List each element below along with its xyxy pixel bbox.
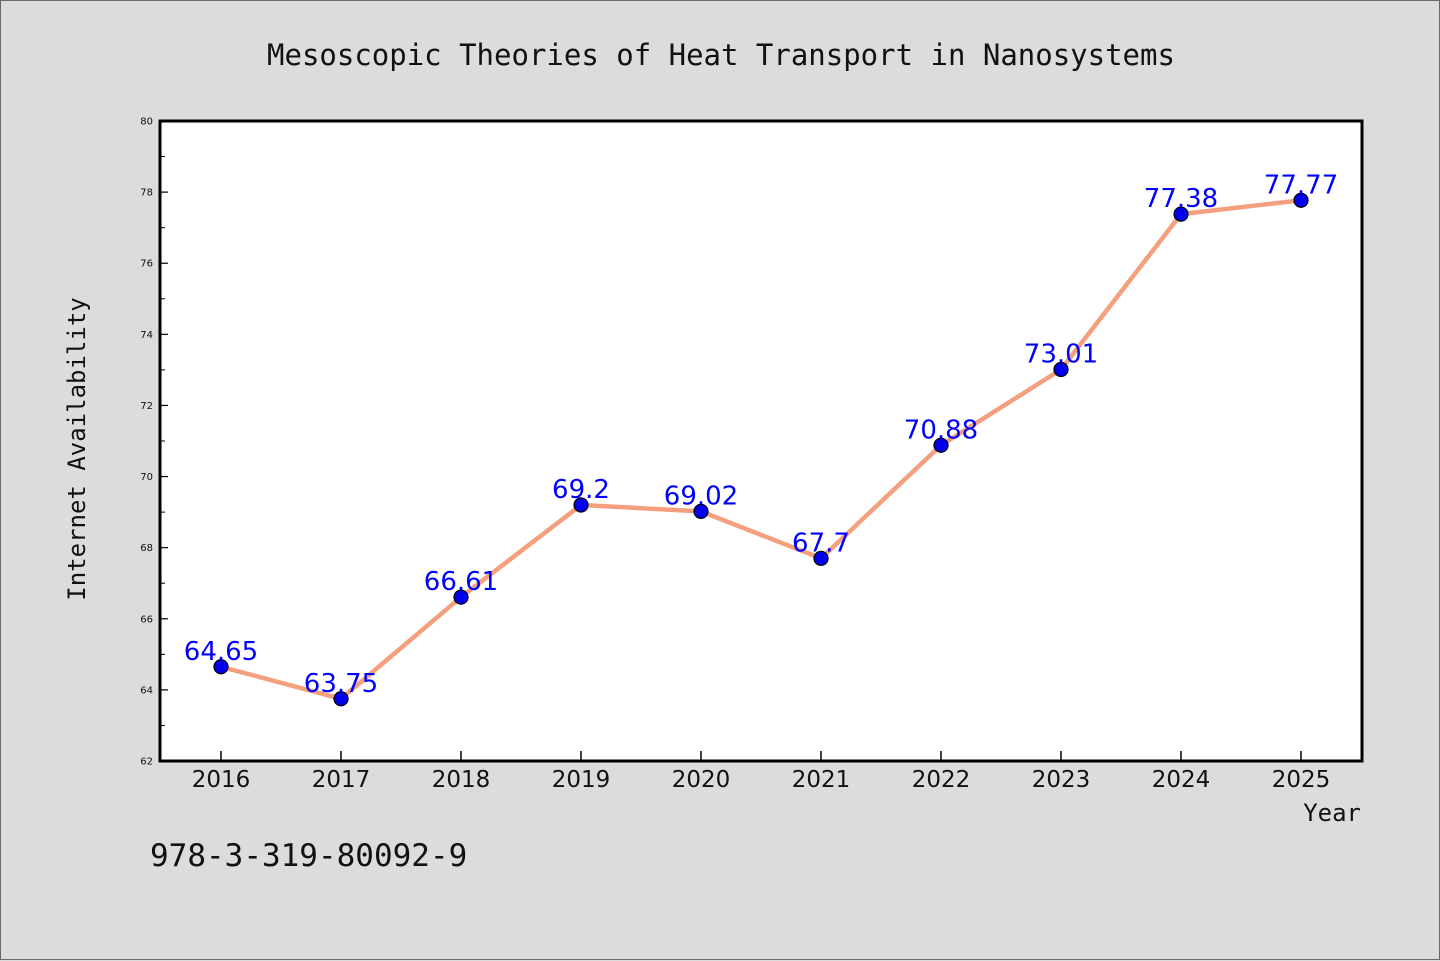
data-point <box>1173 206 1189 222</box>
data-point <box>453 589 469 605</box>
data-point <box>1293 192 1309 208</box>
x-tick-label: 2021 <box>792 767 851 793</box>
series-line <box>218 198 1304 702</box>
y-axis-label: Internet Availability <box>63 297 91 600</box>
x-tick-label: 2023 <box>1032 767 1091 793</box>
isbn-footer: 978-3-319-80092-9 <box>150 838 467 874</box>
data-label: 69.2 <box>552 475 610 505</box>
data-label: 66.61 <box>424 567 498 597</box>
plot-area <box>158 119 1364 763</box>
y-tick-label: 78 <box>140 188 153 199</box>
x-tick-label: 2020 <box>672 767 731 793</box>
x-tick-label: 2016 <box>192 767 251 793</box>
data-labels-layer: 64.65 63.75 66.61 69.2 69.02 67.7 70.88 73.01 77… <box>184 170 1338 698</box>
data-point <box>213 659 229 675</box>
x-axis-label: Year <box>1303 799 1361 827</box>
y-tick-label: 64 <box>140 685 153 696</box>
y-tick-label: 70 <box>140 472 153 483</box>
data-point <box>333 691 349 707</box>
chart-title: Mesoscopic Theories of Heat Transport in… <box>267 38 1175 72</box>
x-tick-label: 2025 <box>1272 767 1331 793</box>
x-tick-label: 2018 <box>432 767 491 793</box>
y-axis: 62 64 66 68 70 72 74 76 78 80 <box>140 117 168 768</box>
x-axis: 2016 2017 2018 2019 2020 2021 2022 2023 2024 2025 <box>192 751 1331 793</box>
data-label: 73.01 <box>1024 340 1098 370</box>
y-tick-label: 68 <box>140 543 153 554</box>
series-layer <box>213 192 1309 707</box>
y-tick-label: 80 <box>140 117 153 128</box>
x-tick-label: 2019 <box>552 767 611 793</box>
data-point <box>813 550 829 566</box>
y-tick-label: 72 <box>140 401 153 412</box>
x-tick-label: 2024 <box>1152 767 1211 793</box>
y-tick-label: 74 <box>140 330 153 341</box>
data-point <box>573 497 589 513</box>
data-label: 70.88 <box>904 415 978 445</box>
data-label: 64.65 <box>184 637 258 667</box>
y-tick-label: 76 <box>140 259 153 270</box>
x-tick-label: 2017 <box>312 767 371 793</box>
data-label: 77.77 <box>1264 170 1338 200</box>
data-point <box>1053 361 1069 378</box>
data-label: 69.02 <box>664 481 738 511</box>
y-tick-label: 66 <box>140 614 153 625</box>
data-label: 67.7 <box>792 528 850 558</box>
data-point <box>933 437 949 453</box>
data-point <box>693 503 709 519</box>
y-tick-label: 62 <box>140 757 153 768</box>
x-tick-label: 2022 <box>912 767 971 793</box>
data-label: 63.75 <box>304 669 378 699</box>
data-label: 77.38 <box>1144 184 1218 214</box>
